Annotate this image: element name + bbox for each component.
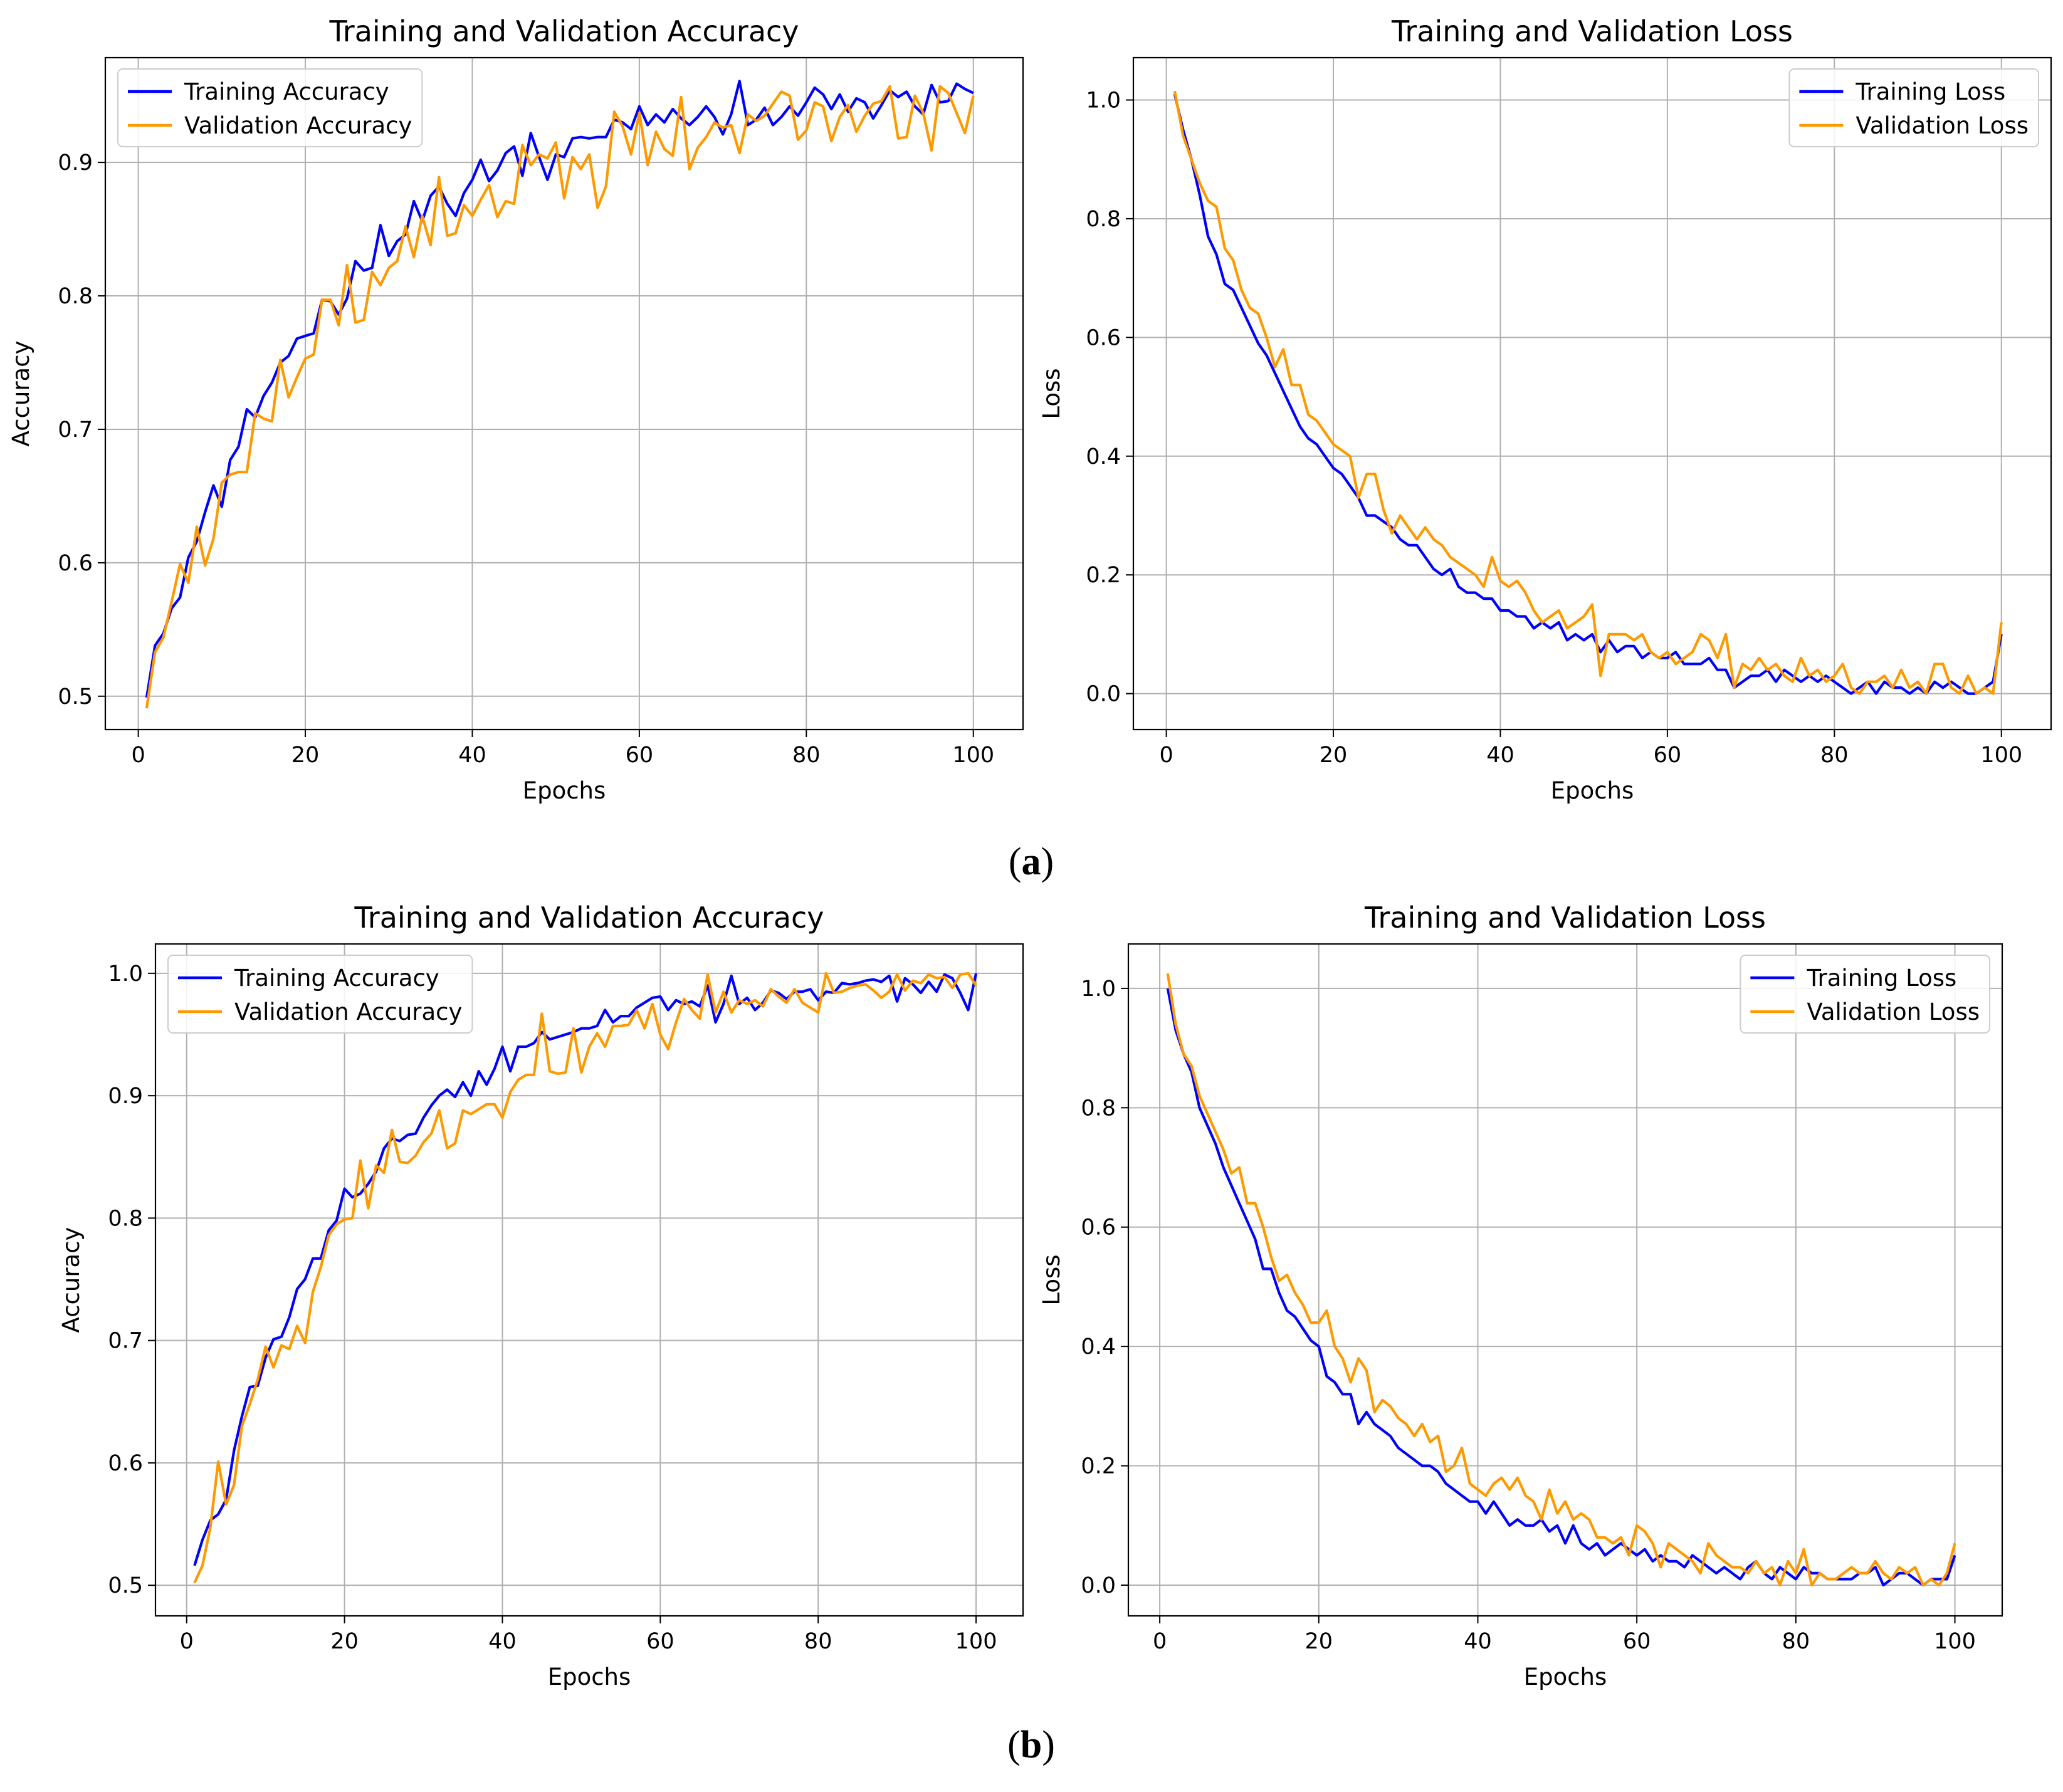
legend-label: Training Loss [1806,965,1956,992]
x-tick-label: 0 [1159,743,1173,768]
series-line-validation [1173,90,2003,695]
series-line-training [1173,93,2003,695]
x-tick-label: 80 [792,743,821,768]
x-tick-label: 100 [1980,743,2022,768]
axes-frame [1132,56,2052,731]
chart-title: Training and Validation Loss [1391,14,1793,48]
y-axis-label: Loss [1038,1254,1065,1305]
series-line-validation [145,85,975,709]
x-tick-label: 40 [1486,743,1514,768]
y-tick-label: 0.6 [1086,325,1121,350]
y-tick-label: 0.6 [108,1451,143,1476]
y-tick-label: 0.0 [1086,682,1121,707]
grid [155,944,1023,1616]
legend-label: Training Loss [1855,78,2005,105]
grid [1128,944,2002,1616]
y-tick-label: 0.8 [58,284,93,309]
x-tick-label: 100 [952,743,994,768]
axes-frame [154,943,1024,1617]
legend-label: Training Accuracy [184,78,389,105]
x-tick-label: 0 [180,1629,194,1654]
x-axis-label: Epochs [1551,777,1634,804]
y-tick-label: 0.5 [108,1573,143,1598]
chart-title: Training and Validation Accuracy [328,14,799,48]
x-tick-label: 20 [1320,743,1348,768]
series-line-validation [193,972,977,1584]
series-line-validation [1166,973,1956,1587]
axes-frame [104,56,1024,731]
x-tick-label: 80 [804,1629,832,1654]
y-tick-label: 0.9 [108,1084,143,1109]
y-axis-label: Accuracy [8,341,34,447]
legend-label: Validation Accuracy [184,112,412,139]
legend-label: Validation Loss [1807,998,1980,1025]
x-tick-label: 80 [1782,1629,1810,1654]
series-line-training [145,80,974,698]
panel-label-b: (b) [1007,1724,1055,1766]
y-tick-label: 0.8 [108,1206,143,1231]
y-tick-label: 0.4 [1086,444,1121,469]
chart-a-loss: 0 20 40 60 80 100 0.0 0.2 0.4 0.6 0.8 1.0 Training a… [1038,14,2052,804]
y-tick-label: 0.9 [58,150,93,176]
y-tick-label: 0.7 [108,1329,143,1354]
chart-b-accuracy: 0 20 40 60 80 100 0.5 0.6 0.7 0.8 0.9 1.0 Training a… [58,901,1024,1690]
x-tick-label: 20 [291,743,320,768]
chart-title: Training and Validation Accuracy [354,901,824,935]
x-tick-label: 0 [131,743,145,768]
x-axis-label: Epochs [1524,1664,1607,1690]
y-axis-label: Accuracy [58,1227,85,1333]
x-tick-label: 60 [626,743,654,768]
x-tick-label: 40 [488,1629,517,1654]
y-tick-label: 0.6 [58,551,93,576]
y-tick-label: 1.0 [1086,88,1121,113]
panel-label-a: (a) [1009,841,1054,883]
y-tick-label: 0.0 [1081,1573,1116,1598]
legend-box [167,955,473,1034]
y-tick-label: 0.2 [1081,1454,1116,1479]
y-axis-label: Loss [1038,368,1065,419]
x-tick-label: 0 [1153,1629,1167,1654]
y-tick-label: 0.6 [1081,1215,1116,1240]
y-tick-label: 0.4 [1081,1334,1116,1360]
x-tick-label: 20 [1305,1629,1333,1654]
x-tick-label: 40 [458,743,486,768]
x-tick-label: 100 [955,1629,997,1654]
chart-b-loss: 0 20 40 60 80 100 0.0 0.2 0.4 0.6 0.8 1.0 Training a… [1038,901,2003,1690]
legend: Training Loss Validation Loss [1740,955,1990,1034]
legend-box [1740,955,1990,1034]
y-tick-label: 0.7 [58,417,93,443]
y-tick-label: 1.0 [108,961,143,987]
y-tick-label: 1.0 [1081,977,1116,1002]
x-tick-label: 60 [646,1629,675,1654]
x-tick-label: 20 [330,1629,359,1654]
chart-title: Training and Validation Loss [1364,901,1766,935]
y-tick-label: 0.8 [1081,1096,1116,1121]
legend-box [117,68,423,147]
legend: Training Accuracy Validation Accuracy [167,955,473,1034]
x-axis-label: Epochs [523,777,606,804]
x-tick-label: 80 [1820,743,1849,768]
legend-box [1788,68,2039,147]
legend-label: Validation Accuracy [234,998,462,1025]
y-tick-label: 0.5 [58,684,93,710]
legend-label: Training Accuracy [234,965,439,992]
x-tick-label: 60 [1623,1629,1651,1654]
legend: Training Accuracy Validation Accuracy [117,68,423,147]
series-line-training [193,973,978,1566]
grid [105,58,1023,730]
chart-a-accuracy: 0 20 40 60 80 100 0.5 0.6 0.7 0.8 0.9 Training and … [8,14,1024,804]
legend: Training Loss Validation Loss [1788,68,2039,147]
legend-label: Validation Loss [1856,112,2029,139]
x-tick-label: 100 [1934,1629,1976,1654]
x-tick-label: 60 [1654,743,1682,768]
axes-frame [1127,943,2003,1617]
y-tick-label: 0.2 [1086,563,1121,588]
x-tick-label: 40 [1464,1629,1492,1654]
y-tick-label: 0.8 [1086,207,1121,232]
x-axis-label: Epochs [548,1664,631,1690]
